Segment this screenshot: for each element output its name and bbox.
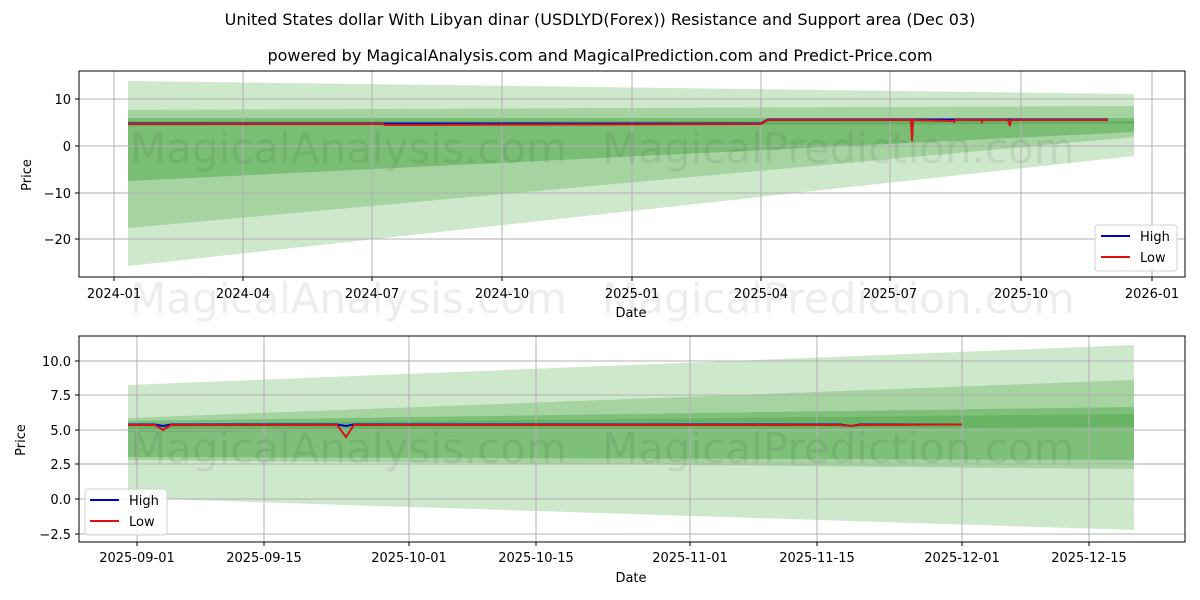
bottom-legend: High Low [84, 488, 168, 536]
watermark-magicalanalysis: MagicalAnalysis.com [130, 124, 567, 173]
watermark-magicalanalysis-mid: MagicalAnalysis.com [130, 274, 567, 323]
bottom-x-axis-label: Date [615, 571, 646, 586]
bottom-y-tick-labels: 10.0 7.5 5.0 2.5 0.0 −2.5 [39, 355, 71, 543]
svg-text:5.0: 5.0 [50, 424, 71, 439]
svg-text:−20: −20 [44, 233, 71, 248]
bottom-low-line [128, 423, 963, 439]
svg-text:7.5: 7.5 [50, 389, 71, 404]
top-y-tick-labels: 10 0 −10 −20 [44, 93, 71, 248]
svg-text:−2.5: −2.5 [39, 528, 71, 543]
top-tick-marks [75, 98, 1153, 281]
svg-text:2026-01: 2026-01 [1125, 287, 1179, 302]
svg-text:0.0: 0.0 [50, 493, 71, 508]
svg-text:2025-07: 2025-07 [863, 287, 917, 302]
svg-text:2025-11-01: 2025-11-01 [652, 551, 728, 566]
svg-text:10: 10 [54, 93, 71, 108]
bottom-x-tick-labels: 2025-09-01 2025-09-15 2025-10-01 2025-10… [99, 551, 1127, 566]
svg-text:2025-09-01: 2025-09-01 [99, 551, 175, 566]
top-legend: High Low [1094, 224, 1178, 272]
watermark-magicalprediction: MagicalPrediction.com [602, 124, 1075, 173]
top-low-line [128, 118, 1108, 142]
top-x-tick-labels: 2024-01 2024-04 2024-07 2024-10 2025-01 … [87, 287, 1179, 302]
svg-text:2024-01: 2024-01 [87, 287, 141, 302]
top-x-axis-label: Date [615, 306, 646, 321]
svg-text:2025-10-15: 2025-10-15 [498, 551, 574, 566]
top-y-axis-label: Price [20, 159, 35, 191]
svg-text:−10: −10 [44, 187, 71, 202]
watermark-magicalprediction-bottom: MagicalPrediction.com [602, 424, 1075, 473]
top-support-resistance-bands [128, 81, 1134, 266]
svg-text:2024-07: 2024-07 [345, 287, 399, 302]
bottom-chart: MagicalAnalysis.com MagicalPrediction.co… [14, 335, 1186, 586]
svg-text:2025-10-01: 2025-10-01 [371, 551, 447, 566]
svg-text:2025-10: 2025-10 [994, 287, 1048, 302]
svg-text:2025-11-15: 2025-11-15 [779, 551, 855, 566]
legend-high-label: High [1140, 230, 1170, 245]
svg-text:2024-04: 2024-04 [216, 287, 270, 302]
legend-high-label: High [129, 494, 159, 509]
chart-subtitle: powered by MagicalAnalysis.com and Magic… [267, 46, 933, 65]
chart-title: United States dollar With Libyan dinar (… [224, 10, 976, 29]
svg-text:2025-09-15: 2025-09-15 [226, 551, 302, 566]
legend-low-label: Low [1140, 251, 1166, 266]
bottom-y-axis-label: Price [14, 424, 29, 456]
svg-text:2024-10: 2024-10 [475, 287, 529, 302]
svg-text:0: 0 [63, 140, 71, 155]
svg-text:2025-01: 2025-01 [605, 287, 659, 302]
bottom-axes-frame [78, 335, 1186, 543]
svg-text:2025-04: 2025-04 [734, 287, 788, 302]
watermark-magicalprediction-mid: MagicalPrediction.com [602, 274, 1075, 323]
bottom-tick-marks [75, 360, 1090, 546]
svg-text:2025-12-01: 2025-12-01 [924, 551, 1000, 566]
svg-text:10.0: 10.0 [42, 355, 71, 370]
bottom-grid [79, 336, 1185, 542]
svg-text:2025-12-15: 2025-12-15 [1051, 551, 1127, 566]
top-chart: MagicalAnalysis.com MagicalPrediction.co… [20, 70, 1186, 321]
svg-text:2.5: 2.5 [50, 458, 71, 473]
legend-low-label: Low [129, 515, 155, 530]
watermark-magicalanalysis-bottom: MagicalAnalysis.com [130, 424, 567, 473]
